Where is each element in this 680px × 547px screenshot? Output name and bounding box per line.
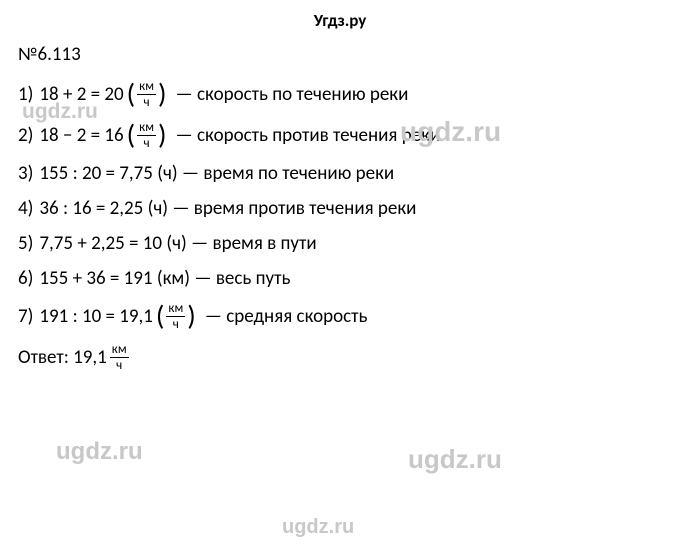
fraction: км ч	[137, 121, 156, 150]
step-number: 5)	[18, 232, 33, 255]
step-3: 3) 155 : 20 = 7,75 (ч) — время по течени…	[18, 162, 662, 185]
watermark: ugdz.ru	[408, 444, 502, 475]
step-expr: 155 : 20 = 7,75 (ч) — время по течению р…	[39, 162, 394, 185]
answer-line: Ответ: 19,1 км ч	[18, 343, 662, 372]
fraction-bot: ч	[142, 136, 152, 150]
step-number: 1)	[18, 83, 33, 106]
watermark: ugdz.ru	[56, 438, 143, 466]
step-2: 2) 18 − 2 = 16 ( км ч ) — скорость проти…	[18, 121, 662, 150]
fraction-top: км	[137, 80, 156, 95]
step-6: 6) 155 + 36 = 191 (км) — весь путь	[18, 267, 662, 290]
answer-unit: км ч	[110, 343, 129, 372]
step-expr: 191 : 10 = 19,1	[39, 305, 153, 328]
paren-right: )	[158, 83, 167, 105]
fraction-top: км	[166, 302, 185, 317]
watermark: ugdz.ru	[282, 516, 354, 539]
step-number: 2)	[18, 124, 33, 147]
site-header: Угдз.ру	[18, 10, 662, 31]
step-4: 4) 36 : 16 = 2,25 (ч) — время против теч…	[18, 197, 662, 220]
step-7: 7) 191 : 10 = 19,1 ( км ч ) — средняя ск…	[18, 302, 662, 331]
paren-left: (	[127, 124, 136, 146]
step-desc: — скорость против течения реки	[176, 124, 441, 147]
answer-text: Ответ: 19,1	[18, 346, 107, 369]
step-1: 1) 18 + 2 = 20 ( км ч ) — скорость по те…	[18, 80, 662, 109]
paren-right: )	[187, 305, 196, 327]
unit-kmh: ( км ч )	[156, 302, 196, 331]
fraction: км ч	[166, 302, 185, 331]
fraction-bot: ч	[171, 317, 181, 331]
step-number: 7)	[18, 305, 33, 328]
paren-left: (	[156, 305, 165, 327]
fraction: км ч	[137, 80, 156, 109]
step-number: 3)	[18, 162, 33, 185]
solution-content: Угдз.ру №6.113 1) 18 + 2 = 20 ( км ч ) —…	[0, 0, 680, 382]
step-expr: 7,75 + 2,25 = 10 (ч) — время в пути	[39, 232, 316, 255]
step-5: 5) 7,75 + 2,25 = 10 (ч) — время в пути	[18, 232, 662, 255]
problem-number: №6.113	[18, 43, 662, 66]
step-expr: 18 − 2 = 16	[39, 124, 123, 147]
fraction-bot: ч	[114, 358, 124, 372]
unit-kmh: ( км ч )	[127, 80, 167, 109]
step-number: 6)	[18, 267, 33, 290]
fraction-bot: ч	[142, 95, 152, 109]
step-number: 4)	[18, 197, 33, 220]
unit-kmh: ( км ч )	[127, 121, 167, 150]
fraction-top: км	[137, 121, 156, 136]
step-expr: 36 : 16 = 2,25 (ч) — время против течени…	[39, 197, 416, 220]
paren-left: (	[127, 83, 136, 105]
step-expr: 155 + 36 = 191 (км) — весь путь	[39, 267, 290, 290]
paren-right: )	[158, 124, 167, 146]
step-expr: 18 + 2 = 20	[39, 83, 123, 106]
step-desc: — средняя скорость	[205, 305, 368, 328]
step-desc: — скорость по течению реки	[176, 83, 409, 106]
fraction-top: км	[110, 343, 129, 358]
